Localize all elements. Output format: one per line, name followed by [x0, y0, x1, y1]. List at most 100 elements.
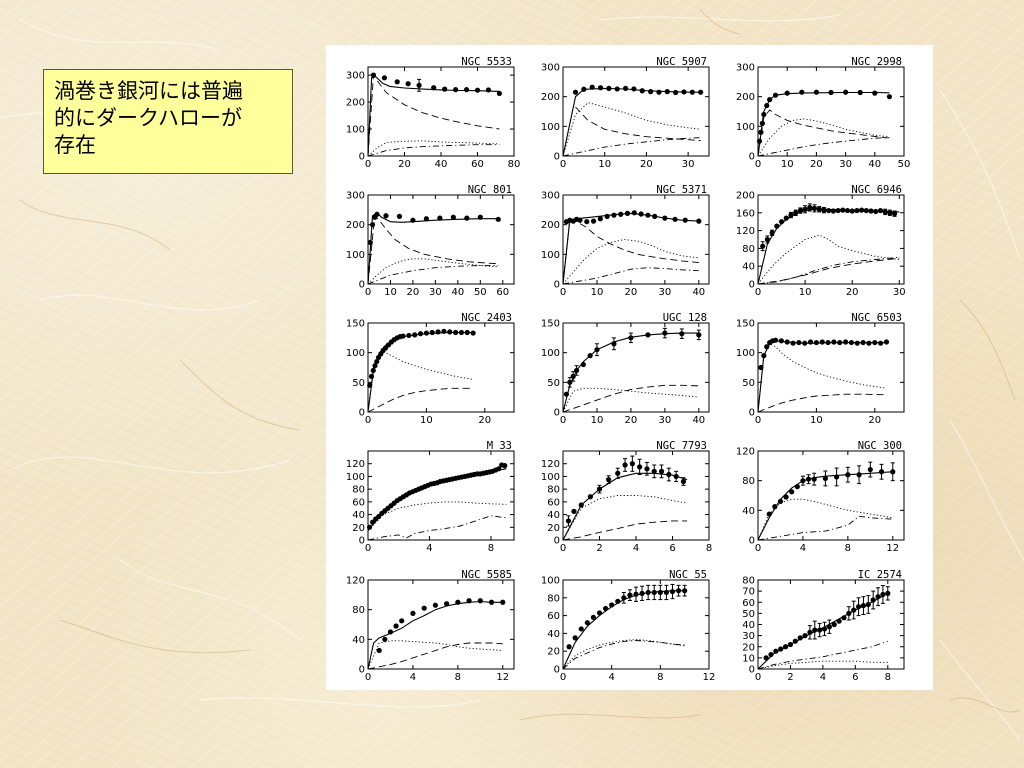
data-point — [877, 207, 884, 214]
data-point — [410, 610, 416, 616]
data-point — [657, 589, 663, 596]
solid-curve — [367, 212, 499, 285]
plot-frame — [367, 66, 515, 157]
plot-frame — [367, 322, 515, 413]
solid-curve — [562, 87, 701, 157]
data-point — [821, 207, 827, 213]
x-tick-label: 40 — [435, 159, 448, 170]
data-point — [485, 87, 492, 93]
x-tick-label: 60 — [496, 287, 509, 298]
x-tick-label: 10 — [781, 159, 794, 170]
solid-curve — [757, 340, 887, 413]
data-point — [572, 635, 578, 641]
plot-title: NGC 300 — [858, 440, 902, 452]
dashed-curve — [562, 520, 688, 541]
y-tick-label: 50 — [547, 378, 560, 389]
y-tick-label: 0 — [749, 280, 755, 291]
data-point — [381, 75, 388, 81]
data-point — [679, 331, 685, 337]
solid-curve — [367, 331, 474, 413]
y-tick-label: 40 — [742, 262, 755, 273]
y-tick-label: 0 — [359, 408, 365, 419]
dotted-curve — [757, 118, 890, 157]
dashed-curve — [757, 393, 887, 413]
data-point — [396, 213, 403, 219]
y-tick-label: 300 — [346, 71, 365, 82]
y-tick-label: 100 — [346, 348, 365, 359]
data-point — [444, 601, 450, 607]
data-point — [584, 219, 590, 225]
plot-title: NGC 6503 — [851, 312, 902, 324]
x-tick-label: 8 — [455, 672, 461, 683]
dashed-curve — [757, 109, 890, 157]
plot-title: NGC 5585 — [461, 569, 512, 581]
plot-frame — [367, 579, 515, 670]
x-tick-label: 0 — [365, 672, 371, 683]
x-tick-label: 0 — [365, 159, 371, 170]
solid-curve — [757, 208, 900, 285]
x-tick-label: 30 — [839, 159, 852, 170]
data-point — [631, 210, 637, 216]
y-tick-label: 0 — [554, 536, 560, 547]
plot-title: NGC 5533 — [461, 56, 512, 68]
x-tick-label: 10 — [810, 415, 823, 426]
data-point — [394, 79, 400, 85]
data-point — [597, 216, 603, 222]
y-tick-label: 20 — [547, 647, 560, 658]
data-point — [572, 89, 579, 95]
x-tick-label: 30 — [682, 159, 695, 170]
x-tick-label: 6 — [669, 543, 675, 554]
x-tick-label: 2 — [596, 543, 602, 554]
dotted-curve — [367, 352, 474, 413]
plot-frame — [562, 66, 710, 157]
y-tick-label: 120 — [736, 226, 755, 237]
dashed-curve — [367, 73, 500, 157]
x-tick-label: 20 — [868, 415, 881, 426]
data-point — [658, 468, 665, 474]
data-point — [447, 329, 453, 335]
data-point — [778, 338, 784, 344]
y-tick-label: 80 — [547, 593, 560, 604]
plot-title: UGC 128 — [663, 312, 707, 324]
y-tick-label: 120 — [736, 447, 755, 458]
data-point — [423, 330, 429, 336]
data-point — [863, 207, 869, 214]
data-point — [374, 211, 380, 217]
x-tick-label: 20 — [640, 159, 653, 170]
plot-frame — [367, 450, 515, 541]
data-point — [405, 81, 411, 87]
plot-title: NGC 5371 — [656, 184, 707, 196]
data-point — [783, 215, 789, 221]
x-tick-label: 12 — [496, 672, 509, 683]
y-tick-label: 20 — [352, 523, 365, 534]
y-tick-label: 0 — [359, 152, 365, 163]
y-tick-label: 300 — [736, 63, 755, 74]
dotted-curve — [367, 140, 500, 157]
x-tick-label: 30 — [893, 287, 906, 298]
data-point — [822, 475, 828, 482]
data-point — [453, 87, 459, 93]
plot-title: NGC 5907 — [656, 56, 707, 68]
y-tick-label: 40 — [352, 510, 365, 521]
data-point — [789, 489, 795, 495]
data-point — [442, 86, 448, 92]
y-tick-label: 150 — [346, 319, 365, 330]
x-tick-label: 30 — [658, 287, 671, 298]
data-point — [429, 329, 435, 336]
dotted-curve — [562, 239, 699, 285]
data-point — [680, 478, 687, 485]
x-tick-label: 4 — [820, 672, 826, 683]
dashdot-curve — [757, 515, 893, 541]
solid-curve — [562, 332, 699, 413]
y-tick-label: 200 — [541, 92, 560, 103]
y-tick-label: 40 — [547, 510, 560, 521]
data-point — [502, 463, 508, 469]
y-tick-label: 80 — [742, 576, 755, 587]
data-point — [826, 207, 832, 214]
plot-frame — [562, 194, 710, 285]
y-tick-label: 0 — [749, 408, 755, 419]
data-point — [399, 618, 405, 624]
x-tick-label: 0 — [755, 159, 761, 170]
